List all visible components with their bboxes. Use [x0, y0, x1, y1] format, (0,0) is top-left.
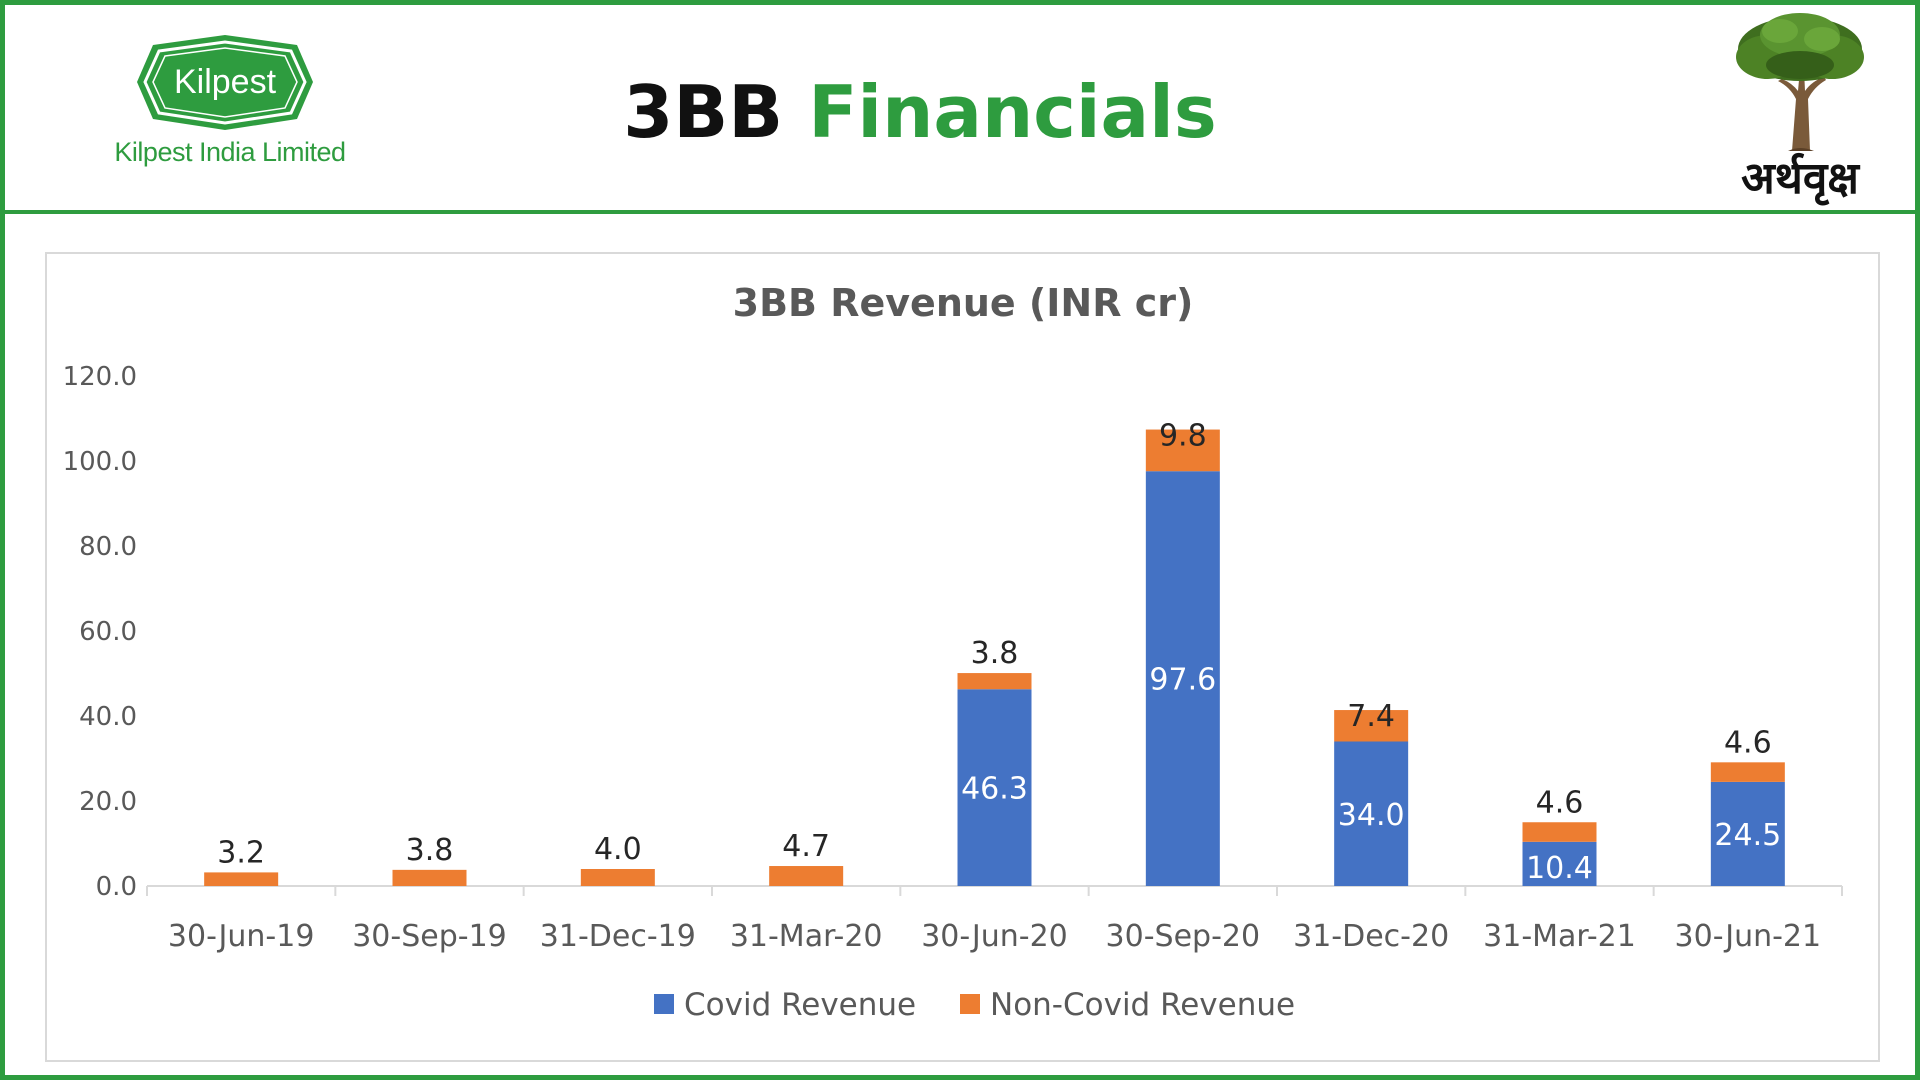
bar-non-covid [769, 866, 844, 886]
legend: Covid Revenue Non-Covid Revenue [654, 987, 1295, 1023]
bar-covid [957, 689, 1032, 886]
slide-header: Kilpest Kilpest India Limited 3BB Financ… [5, 5, 1915, 214]
x-tick-label: 31-Mar-21 [1483, 919, 1636, 954]
bar-non-covid [204, 872, 279, 886]
bar-non-covid [392, 869, 467, 886]
data-label-non-covid: 4.6 [1536, 785, 1584, 820]
bar-non-covid [1522, 822, 1597, 842]
legend-label-covid: Covid Revenue [684, 987, 916, 1023]
data-label-covid: 34.0 [1338, 798, 1405, 833]
bars: 3.2 3.8 4.0 4.7 46.3 3.8 97.6 9.8 34.0 7.4 10.4 4.6… [204, 419, 1785, 886]
data-label-covid: 24.5 [1714, 818, 1781, 853]
data-label-covid: 97.6 [1149, 663, 1216, 698]
x-tick-label: 30-Jun-20 [921, 919, 1068, 954]
data-label-non-covid: 4.7 [782, 829, 830, 864]
bar-covid [1145, 471, 1220, 886]
arthavriksh-logo: अर्थवृक्ष [1700, 9, 1900, 209]
kilpest-hexagon-icon: Kilpest [137, 35, 313, 130]
data-label-non-covid: 3.2 [217, 835, 265, 870]
revenue-chart: 3BB Revenue (INR cr) 0.0 20.0 40.0 60.0 80.0… [63, 281, 1843, 1023]
data-label-non-covid: 9.8 [1159, 419, 1207, 454]
arthavriksh-text: अर्थवृक्ष [1741, 153, 1859, 204]
page-title-part2: Financials [808, 70, 1217, 154]
legend-label-non-covid: Non-Covid Revenue [990, 987, 1295, 1023]
x-tick-label: 31-Mar-20 [730, 919, 883, 954]
bar-non-covid [1145, 429, 1220, 472]
x-tick-label: 30-Jun-19 [168, 919, 315, 954]
bar-covid [1710, 781, 1785, 886]
data-label-non-covid: 3.8 [971, 636, 1019, 671]
chart-title: 3BB Revenue (INR cr) [733, 281, 1194, 325]
x-tick-label: 30-Sep-19 [352, 919, 507, 954]
y-tick-label: 40.0 [79, 702, 137, 732]
data-label-non-covid: 4.6 [1724, 725, 1772, 760]
y-tick-label: 100.0 [63, 447, 137, 477]
data-label-covid: 46.3 [961, 772, 1028, 807]
data-label-covid: 10.4 [1526, 851, 1593, 886]
legend-swatch-covid [654, 994, 674, 1014]
y-tick-label: 0.0 [96, 872, 137, 902]
x-tick-label: 31-Dec-20 [1293, 919, 1449, 954]
bar-covid [1334, 741, 1409, 886]
data-label-non-covid: 3.8 [406, 833, 454, 868]
tree-icon [1736, 13, 1864, 151]
y-axis: 0.0 20.0 40.0 60.0 80.0 100.0 120.0 [63, 362, 137, 902]
bar-non-covid [1710, 762, 1785, 782]
page-title: 3BB Financials [5, 67, 1835, 157]
y-tick-label: 80.0 [79, 532, 137, 562]
bar-non-covid [1334, 710, 1409, 742]
page-title-part1: 3BB [623, 70, 784, 154]
x-axis: 30-Jun-19 30-Sep-19 31-Dec-19 31-Mar-20 30-J… [146, 886, 1843, 954]
bar-covid [1522, 841, 1597, 886]
y-tick-label: 60.0 [79, 617, 137, 647]
x-tick-label: 30-Sep-20 [1106, 919, 1261, 954]
y-tick-label: 120.0 [63, 362, 137, 392]
data-label-non-covid: 7.4 [1347, 699, 1395, 734]
kilpest-brand-text: Kilpest [174, 63, 277, 101]
bar-non-covid [580, 869, 655, 886]
data-label-non-covid: 4.0 [594, 832, 642, 867]
chart-panel: 3BB Revenue (INR cr) 0.0 20.0 40.0 60.0 80.0… [45, 252, 1880, 1062]
legend-swatch-non-covid [960, 994, 980, 1014]
x-tick-label: 31-Dec-19 [540, 919, 696, 954]
kilpest-logo: Kilpest Kilpest India Limited [110, 35, 350, 180]
bar-non-covid [957, 673, 1032, 690]
company-name: Kilpest India Limited [114, 137, 346, 167]
x-tick-label: 30-Jun-21 [1675, 919, 1822, 954]
y-tick-label: 20.0 [79, 787, 137, 817]
